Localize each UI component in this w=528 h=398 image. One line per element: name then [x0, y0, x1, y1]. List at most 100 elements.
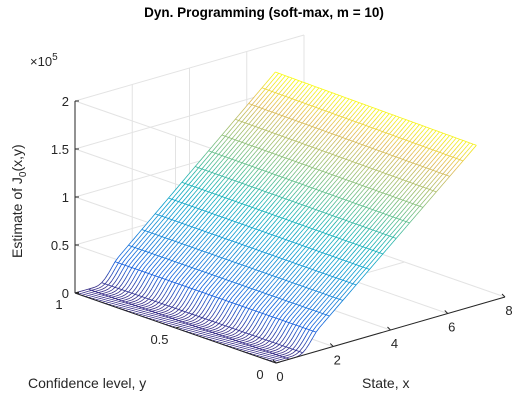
surface-patch — [265, 274, 273, 280]
surface-patch — [309, 244, 316, 250]
surface-patch — [178, 305, 186, 311]
surface-patch — [252, 331, 260, 337]
surface-patch — [339, 234, 347, 240]
surface-patch — [352, 178, 360, 184]
surface-patch — [192, 273, 199, 280]
surface-patch — [312, 153, 320, 159]
surface-patch — [329, 133, 336, 139]
surface-patch — [302, 149, 310, 155]
surface-patch — [268, 158, 276, 164]
surface-patch — [278, 172, 286, 178]
surface-patch — [228, 179, 236, 185]
surface-patch — [212, 219, 219, 225]
surface-patch — [369, 112, 376, 118]
surface-patch — [202, 300, 209, 308]
surface-patch — [131, 252, 139, 258]
surface-patch — [282, 142, 289, 148]
surface-patch — [148, 281, 156, 289]
surface-patch — [302, 170, 310, 176]
surface-patch — [275, 191, 283, 197]
surface-patch — [265, 329, 273, 336]
surface-patch — [412, 128, 420, 134]
surface-patch — [188, 180, 196, 186]
surface-patch — [288, 134, 296, 140]
surface-patch — [205, 212, 213, 218]
surface-patch — [312, 199, 320, 205]
surface-patch — [289, 262, 296, 268]
surface-patch — [335, 120, 343, 127]
surface-patch — [305, 232, 313, 238]
surface-patch — [171, 251, 179, 257]
surface-patch — [369, 153, 376, 159]
surface-patch — [319, 171, 326, 177]
surface-patch — [161, 227, 169, 233]
surface-patch — [138, 265, 146, 272]
surface-patch — [305, 253, 313, 259]
surface-patch — [245, 252, 253, 258]
surface-patch — [265, 79, 273, 86]
surface-patch — [282, 163, 289, 169]
surface-patch — [292, 278, 300, 284]
surface-patch — [345, 201, 353, 207]
surface-patch — [299, 286, 306, 292]
surface-patch — [295, 90, 303, 97]
surface-patch — [252, 188, 259, 194]
surface-patch — [265, 100, 273, 106]
surface-patch — [379, 136, 386, 142]
surface-patch — [118, 258, 126, 265]
surface-patch — [258, 241, 266, 247]
surface-patch — [255, 163, 263, 169]
surface-patch — [302, 113, 309, 120]
surface-patch — [131, 289, 139, 295]
surface-patch — [205, 314, 213, 321]
surface-patch — [195, 162, 202, 168]
surface-patch — [319, 252, 326, 258]
surface-patch — [265, 105, 273, 111]
surface-patch — [312, 265, 320, 271]
surface-patch — [165, 198, 172, 204]
surface-patch — [232, 252, 239, 258]
surface-patch — [205, 227, 213, 233]
surface-patch — [235, 325, 243, 331]
surface-patch — [272, 261, 280, 267]
surface-patch — [349, 212, 356, 218]
surface-patch — [329, 190, 336, 196]
surface-patch — [359, 155, 366, 161]
surface-patch — [302, 262, 310, 268]
surface-patch — [215, 327, 223, 331]
surface-patch — [138, 285, 146, 292]
surface-patch — [218, 306, 226, 314]
surface-patch — [235, 166, 243, 172]
surface-patch — [385, 139, 393, 145]
surface-patch — [259, 246, 266, 252]
surface-patch — [238, 270, 246, 276]
surface-patch — [282, 91, 289, 97]
surface-patch — [222, 218, 229, 224]
surface-patch — [239, 326, 246, 332]
surface-patch — [195, 304, 203, 312]
surface-patch — [282, 183, 289, 189]
surface-patch — [295, 137, 303, 143]
surface-patch — [182, 260, 189, 266]
surface-patch — [168, 288, 176, 296]
surface-patch — [382, 122, 390, 128]
surface-patch — [225, 330, 233, 334]
surface-patch — [191, 207, 199, 213]
surface-patch — [382, 127, 390, 133]
surface-patch — [355, 153, 363, 159]
surface-patch — [171, 241, 179, 247]
surface-patch — [242, 128, 249, 134]
surface-patch — [385, 134, 393, 140]
surface-patch — [258, 149, 266, 155]
surface-patch — [319, 262, 326, 268]
surface-patch — [185, 184, 192, 190]
surface-patch — [232, 293, 239, 299]
surface-patch — [235, 268, 243, 274]
surface-patch — [339, 96, 346, 102]
surface-patch — [198, 174, 206, 180]
surface-patch — [372, 210, 380, 216]
surface-patch — [245, 165, 253, 171]
surface-patch — [359, 185, 366, 191]
surface-patch — [211, 148, 219, 154]
surface-patch — [165, 208, 172, 214]
